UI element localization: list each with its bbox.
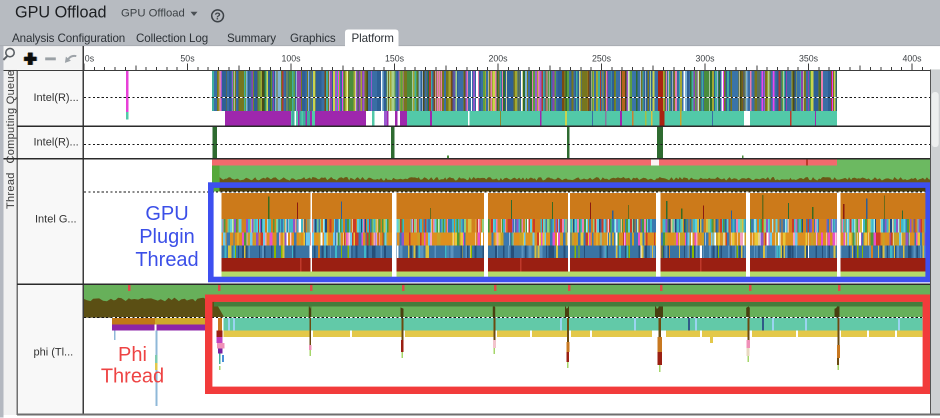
svg-text:Phi: Phi: [118, 344, 147, 366]
svg-text:0s: 0s: [85, 54, 95, 64]
svg-text:GPU Offload: GPU Offload: [15, 4, 106, 22]
svg-text:?: ?: [214, 11, 220, 23]
svg-text:Thread: Thread: [101, 366, 164, 388]
svg-text:Plugin: Plugin: [139, 226, 195, 248]
svg-text:Thread: Thread: [135, 249, 198, 271]
svg-text:350s: 350s: [799, 54, 819, 64]
svg-text:Analysis Configuration: Analysis Configuration: [12, 32, 125, 45]
svg-text:Intel(R)...: Intel(R)...: [34, 92, 79, 104]
svg-text:150s: 150s: [385, 54, 405, 64]
svg-text:Graphics: Graphics: [290, 32, 336, 45]
svg-text:Intel(R)...: Intel(R)...: [34, 136, 79, 148]
svg-text:GPU: GPU: [145, 203, 188, 225]
svg-text:Thread: Thread: [5, 172, 17, 209]
svg-text:GPU Offload: GPU Offload: [121, 7, 185, 19]
svg-text:200s: 200s: [488, 54, 508, 64]
svg-text:50s: 50s: [180, 54, 195, 64]
svg-text:250s: 250s: [592, 54, 612, 64]
svg-text:100s: 100s: [281, 54, 301, 64]
svg-text:Platform: Platform: [352, 32, 394, 45]
svg-text:400s: 400s: [902, 54, 922, 64]
svg-text:Collection Log: Collection Log: [136, 32, 208, 45]
svg-text:Computing Queue: Computing Queue: [5, 70, 17, 164]
svg-text:phi (Tl...: phi (Tl...: [34, 346, 74, 358]
svg-text:Summary: Summary: [227, 32, 276, 45]
svg-text:Intel G...: Intel G...: [35, 213, 77, 225]
svg-text:300s: 300s: [695, 54, 715, 64]
